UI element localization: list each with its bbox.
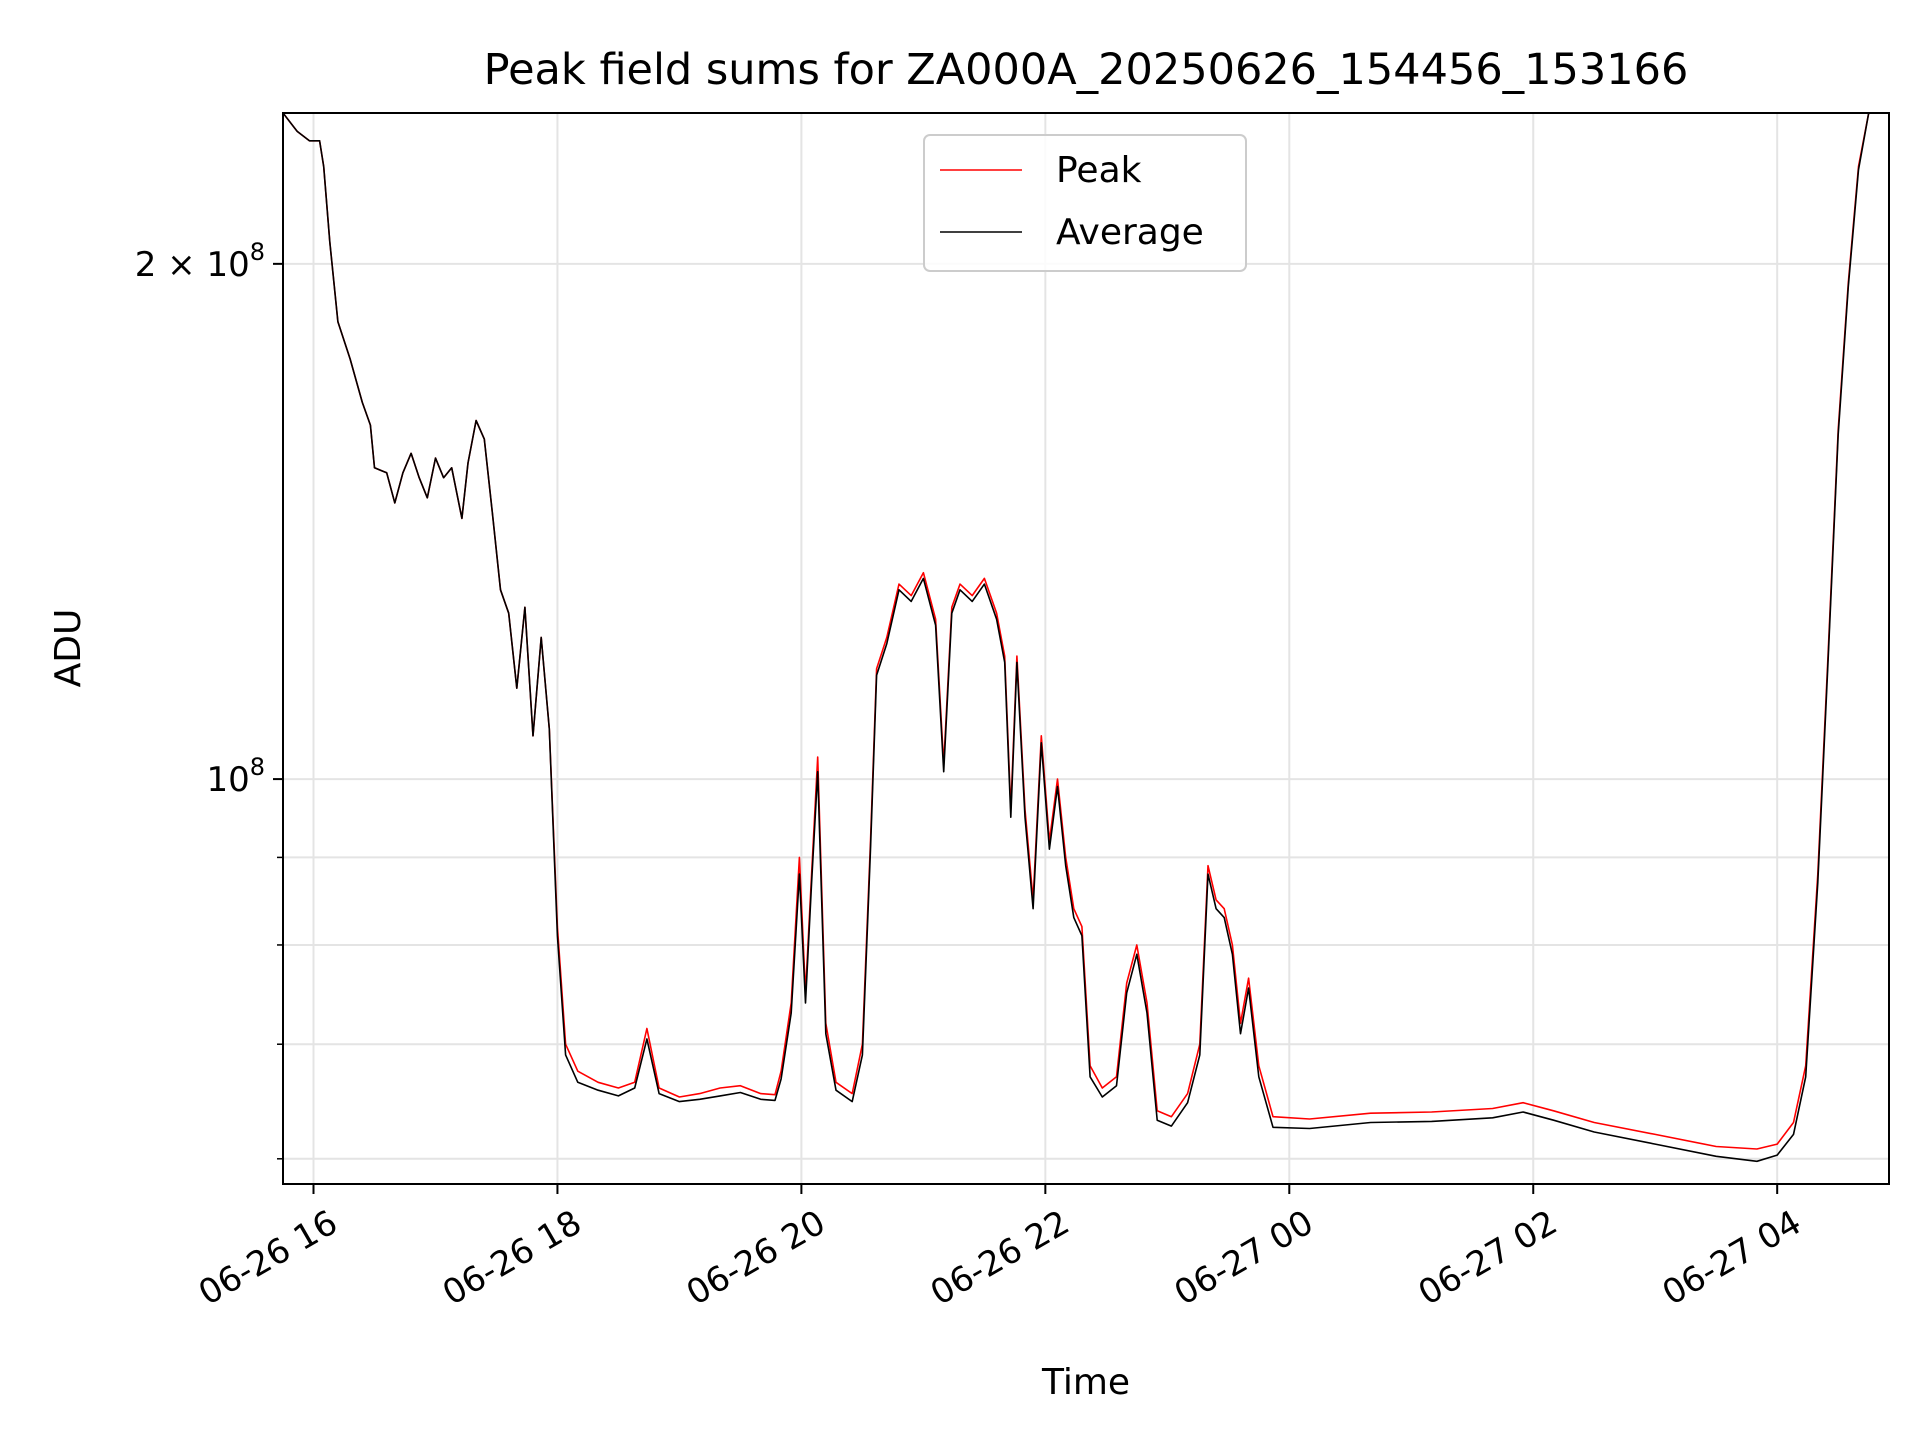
chart-title: Peak field sums for ZA000A_20250626_1544…: [484, 45, 1689, 95]
legend-peak-label: Peak: [1056, 150, 1142, 191]
x-axis-label: Time: [1041, 1362, 1130, 1403]
y-tick-label: 2 × 108: [135, 238, 265, 285]
legend-box: [923, 134, 1247, 272]
legend: Peak Average: [923, 134, 1247, 272]
y-axis-label: ADU: [48, 609, 89, 688]
legend-average-label: Average: [1056, 212, 1204, 253]
y-tick-label: 108: [206, 753, 265, 800]
grid-layer: [283, 113, 1889, 1184]
series-line-average: [283, 113, 1889, 1163]
series-layer: [283, 113, 1889, 1163]
plot-frame: [282, 112, 1890, 1185]
